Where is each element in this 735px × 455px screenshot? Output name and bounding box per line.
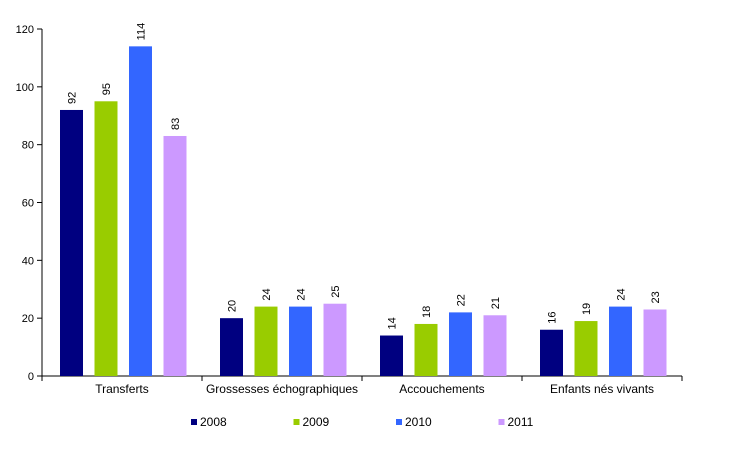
bar-2008 — [60, 109, 83, 376]
y-tick-label: 40 — [22, 255, 34, 267]
data-label: 114 — [136, 23, 148, 41]
bar-2011 — [643, 309, 667, 376]
data-label: 21 — [490, 297, 502, 309]
bar-2011 — [483, 315, 507, 376]
y-axis: 0 20 40 60 80 100 120 — [16, 24, 43, 383]
y-tick-label: 80 — [22, 140, 34, 152]
bar-2010 — [609, 306, 632, 376]
x-category-label: Enfants nés vivants — [550, 382, 654, 396]
data-label: 18 — [421, 306, 433, 318]
legend-swatch — [396, 419, 402, 425]
bar-2011 — [163, 135, 187, 376]
bar-2010 — [449, 312, 472, 376]
y-tick-label: 20 — [22, 313, 34, 325]
x-category-label: Transferts — [95, 382, 149, 396]
y-tick-label: 120 — [16, 24, 34, 36]
bar-2008 — [380, 335, 403, 376]
data-label: 20 — [227, 300, 239, 312]
legend-label: 2010 — [405, 415, 432, 429]
data-label: 22 — [456, 294, 468, 306]
x-axis: Transferts Grossesses échographiques Accou… — [41, 375, 683, 396]
data-label: 92 — [67, 92, 79, 104]
bar-2008 — [220, 318, 243, 376]
data-label: 19 — [581, 303, 593, 315]
data-label: 95 — [101, 83, 113, 95]
data-label: 24 — [261, 288, 273, 300]
data-labels: 92 95 114 83 20 24 24 25 14 18 22 21 16 19 24 23 — [67, 23, 663, 330]
data-label: 16 — [547, 311, 559, 323]
bar-2009 — [414, 323, 438, 376]
data-label: 23 — [650, 291, 662, 303]
legend: 2008 2009 2010 2011 — [191, 415, 534, 429]
data-label: 25 — [330, 285, 342, 297]
legend-swatch — [498, 419, 505, 425]
bar-2011 — [323, 303, 347, 376]
legend-label: 2011 — [508, 415, 534, 429]
data-label: 14 — [387, 317, 399, 329]
data-label: 83 — [170, 118, 182, 130]
bar-2009 — [94, 101, 118, 377]
data-label: 24 — [296, 288, 308, 300]
x-category-label: Grossesses échographiques — [206, 382, 358, 396]
bar-2010 — [289, 306, 312, 376]
legend-swatch — [191, 419, 197, 425]
legend-label: 2008 — [200, 415, 227, 429]
y-tick-label: 100 — [16, 82, 34, 94]
y-tick-label: 0 — [28, 371, 34, 383]
x-category-label: Accouchements — [399, 382, 484, 396]
bar-2009 — [254, 306, 278, 376]
legend-label: 2009 — [303, 415, 330, 429]
data-label: 24 — [616, 288, 628, 300]
bars — [60, 46, 667, 377]
bar-2010 — [129, 46, 152, 376]
y-tick-label: 60 — [22, 198, 34, 210]
bar-2009 — [574, 321, 598, 376]
legend-swatch — [293, 419, 300, 425]
bar-2008 — [540, 329, 563, 376]
